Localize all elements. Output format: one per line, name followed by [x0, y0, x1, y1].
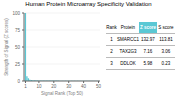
html-text:Rank: Rank — [106, 25, 117, 30]
svg-text:0: 0 — [17, 79, 20, 84]
html-text:0.23: 0.23 — [161, 61, 171, 66]
html-text:2: 2 — [110, 49, 113, 54]
svg-text:Strength of Signal (Z scores): Strength of Signal (Z scores) — [8, 18, 9, 76]
svg-text:50: 50 — [15, 45, 21, 50]
html-text:Human Protein Microarray Speci: Human Protein Microarray Specificity Val… — [25, 1, 152, 7]
svg-text:25: 25 — [15, 62, 21, 67]
html-text:S score: S score — [158, 25, 174, 30]
html-text:5.98: 5.98 — [143, 61, 153, 66]
html-text:132.97: 132.97 — [141, 37, 155, 42]
html-text:3.06: 3.06 — [161, 49, 171, 54]
svg-text:1: 1 — [24, 84, 27, 89]
html-text:1: 1 — [110, 37, 113, 42]
html-text:Z score: Z score — [140, 25, 156, 30]
html-text:SMARCC1: SMARCC1 — [117, 37, 139, 42]
svg-text:40: 40 — [81, 84, 87, 89]
svg-text:30: 30 — [66, 84, 72, 89]
html-text:7.16: 7.16 — [143, 49, 153, 54]
html-text:Protein: Protein — [120, 25, 136, 30]
html-text:113.81: 113.81 — [159, 37, 173, 42]
svg-text:50: 50 — [96, 84, 102, 89]
html-text:DDLOK: DDLOK — [120, 61, 136, 66]
svg-text:100: 100 — [12, 11, 20, 16]
html-text:3: 3 — [110, 61, 113, 66]
svg-text:75: 75 — [15, 28, 21, 33]
svg-text:Signal Rank (Top 50): Signal Rank (Top 50) — [41, 91, 84, 96]
svg-text:10: 10 — [36, 84, 42, 89]
svg-text:20: 20 — [51, 84, 57, 89]
html-text:TAX2G3: TAX2G3 — [119, 49, 137, 54]
